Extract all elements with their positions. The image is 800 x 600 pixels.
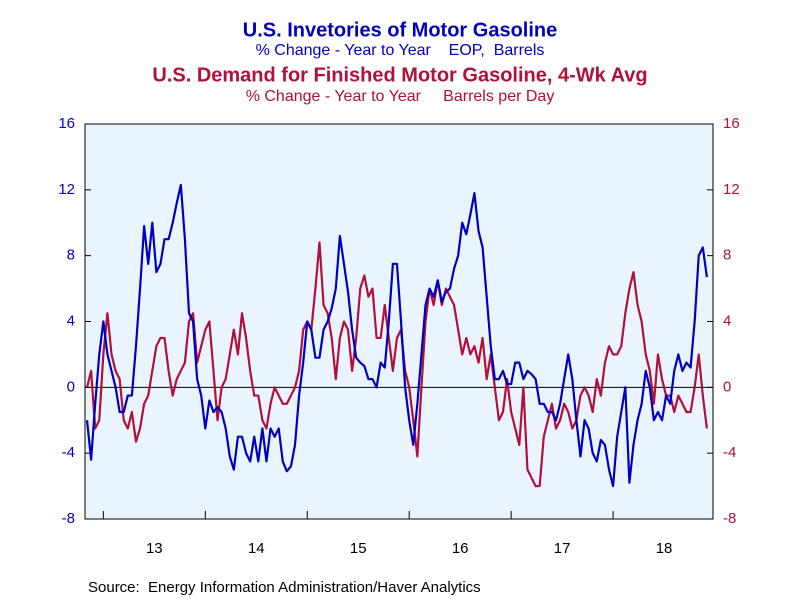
chart-subtitle: % Change - Year to Year EOP, Barrels <box>256 42 545 59</box>
series-line <box>85 241 708 488</box>
y-tick-label: 0 <box>67 378 75 395</box>
series-line <box>85 183 708 488</box>
y-tick-label: -8 <box>62 510 75 527</box>
y2-tick-label: 12 <box>723 181 740 198</box>
y2-tick-label: 0 <box>723 378 731 395</box>
x-tick-label: 18 <box>656 540 673 557</box>
y2-tick-label: 16 <box>723 115 740 132</box>
x-tick-label: 13 <box>146 540 163 557</box>
y2-tick-label: 8 <box>723 247 731 264</box>
x-tick-label: 15 <box>350 540 367 557</box>
x-tick-label: 16 <box>452 540 469 557</box>
y-tick-label: 12 <box>58 181 75 198</box>
y2-tick-label: -8 <box>723 510 736 527</box>
y-tick-label: 16 <box>58 115 75 132</box>
chart-title: U.S. Demand for Finished Motor Gasoline,… <box>152 64 647 86</box>
y-tick-label: 8 <box>67 247 75 264</box>
y-tick-label: 4 <box>67 312 75 329</box>
x-tick-label: 17 <box>554 540 571 557</box>
y-tick-label: -4 <box>62 444 75 461</box>
y2-tick-label: -4 <box>723 444 736 461</box>
y2-tick-label: 4 <box>723 312 731 329</box>
chart-subtitle: % Change - Year to Year Barrels per Day <box>246 88 555 105</box>
source-note: Source: Energy Information Administratio… <box>88 579 481 596</box>
plot-area <box>84 123 714 520</box>
plot-layer: -8 -4 0 4 8 12 16 -8 -4 0 4 8 12 16 13 14 15 16 17 18 <box>58 115 739 557</box>
x-tick-label: 14 <box>248 540 265 557</box>
chart-title: U.S. Invetories of Motor Gasoline <box>243 19 558 41</box>
